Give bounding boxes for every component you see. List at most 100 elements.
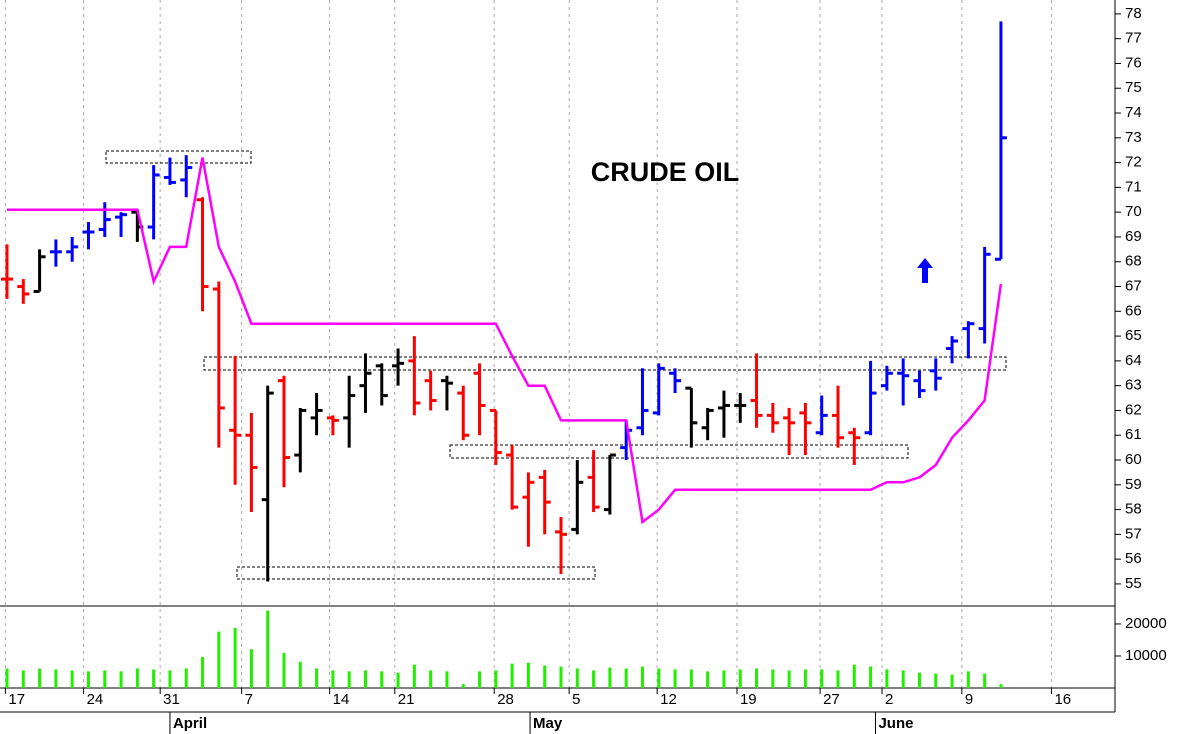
y-tick-label: 58 — [1125, 501, 1142, 518]
x-tick-label: 2 — [885, 691, 893, 708]
volume-bar — [689, 669, 693, 688]
chart-title: CRUDE OIL — [591, 157, 740, 187]
volume-bar — [722, 670, 726, 688]
y-tick-label: 76 — [1125, 54, 1142, 71]
x-tick-label: 17 — [8, 691, 25, 708]
y-tick-label: 69 — [1125, 228, 1142, 245]
volume-bar — [803, 669, 807, 688]
volume-bar — [787, 670, 791, 688]
volume-bar — [38, 668, 42, 688]
annotation-box — [105, 150, 252, 164]
volume-bar — [575, 668, 579, 688]
up-arrow — [917, 258, 933, 283]
y-tick-label: 55 — [1125, 575, 1142, 592]
volume-bar — [249, 649, 253, 688]
x-tick-label: 7 — [245, 691, 253, 708]
volume-bar — [282, 653, 286, 688]
y-tick-label: 65 — [1125, 327, 1142, 344]
x-tick-label: 28 — [497, 691, 514, 708]
y-tick-label: 20000 — [1125, 615, 1167, 632]
y-tick-label: 74 — [1125, 104, 1142, 121]
y-tick-label: 61 — [1125, 426, 1142, 443]
volume-bar — [624, 668, 628, 688]
volume-bar — [934, 673, 938, 688]
y-tick-label: 60 — [1125, 451, 1142, 468]
volume-bar — [901, 670, 905, 688]
y-tick-label: 73 — [1125, 129, 1142, 146]
volume-bar — [820, 669, 824, 688]
x-tick-label: 16 — [1054, 691, 1071, 708]
volume-bar — [966, 671, 970, 688]
y-tick-label: 71 — [1125, 178, 1142, 195]
y-tick-label: 78 — [1125, 5, 1142, 22]
y-tick-label: 59 — [1125, 476, 1142, 493]
volume-bar — [298, 661, 302, 688]
y-tick-label: 62 — [1125, 401, 1142, 418]
volume-bar — [363, 670, 367, 688]
volume-bar — [755, 668, 759, 688]
volume-bar — [983, 673, 987, 688]
volume-bar — [168, 670, 172, 688]
y-tick-label: 63 — [1125, 377, 1142, 394]
x-tick-label: 12 — [660, 691, 677, 708]
y-tick-label: 72 — [1125, 154, 1142, 171]
x-tick-label: 24 — [87, 691, 104, 708]
volume-bar — [771, 669, 775, 688]
volume-bar — [999, 684, 1003, 688]
volume-bar — [510, 663, 514, 688]
volume-bar — [54, 669, 58, 688]
month-label: May — [533, 715, 563, 732]
volume-bar — [429, 670, 433, 688]
x-tick-label: 9 — [965, 691, 973, 708]
x-tick-label: 19 — [740, 691, 757, 708]
volume-bar — [396, 672, 400, 688]
volume-bar — [135, 668, 139, 688]
volume-bar — [152, 669, 156, 688]
volume-bar — [543, 665, 547, 688]
y-tick-label: 67 — [1125, 277, 1142, 294]
volume-bar — [21, 670, 25, 688]
volume-bar — [592, 670, 596, 688]
y-tick-label: 64 — [1125, 352, 1142, 369]
x-tick-label: 27 — [823, 691, 840, 708]
y-tick-label: 10000 — [1125, 647, 1167, 664]
grid — [4, 0, 1052, 688]
volume-bar — [657, 668, 661, 688]
volume-bar — [315, 668, 319, 688]
volume-bar — [836, 670, 840, 688]
volume-bar — [380, 671, 384, 688]
y-tick-label: 57 — [1125, 525, 1142, 542]
volume-bar — [5, 668, 9, 688]
volume-bar — [950, 674, 954, 688]
volume-bar — [526, 662, 530, 688]
x-tick-label: 21 — [398, 691, 415, 708]
volume-bar — [494, 670, 498, 688]
y-tick-label: 77 — [1125, 30, 1142, 47]
volume-bar — [885, 669, 889, 688]
volume-bar — [640, 666, 644, 688]
volume-bar — [412, 664, 416, 688]
volume-bar — [331, 670, 335, 688]
volume-bar — [738, 669, 742, 688]
volume-bar — [103, 670, 107, 688]
volume-bar — [559, 666, 563, 688]
volume-bar — [445, 671, 449, 688]
volume-bar — [86, 671, 90, 688]
volume-bar — [184, 668, 188, 688]
month-label: April — [173, 715, 207, 732]
x-tick-label: 14 — [333, 691, 350, 708]
stop-line — [7, 157, 1003, 525]
volume-bar — [70, 670, 74, 688]
x-tick-label: 5 — [572, 691, 580, 708]
volume-bar — [266, 610, 270, 688]
volume-bar — [217, 631, 221, 688]
volume-bar — [347, 671, 351, 688]
y-tick-label: 70 — [1125, 203, 1142, 220]
month-label: June — [878, 715, 913, 732]
y-tick-label: 68 — [1125, 253, 1142, 270]
y-tick-label: 66 — [1125, 302, 1142, 319]
annotation-box — [203, 356, 1007, 371]
volume-bar — [673, 669, 677, 688]
